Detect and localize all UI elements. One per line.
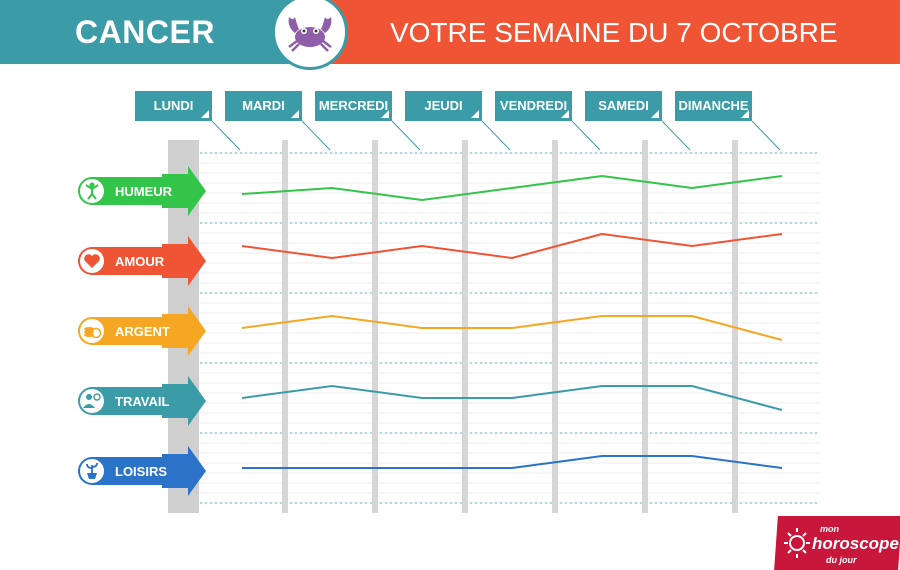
arrow-humeur	[162, 166, 206, 216]
week-title: VOTRE SEMAINE DU 7 OCTOBRE	[390, 17, 838, 48]
coins-icon	[80, 319, 104, 343]
arrow-argent	[162, 306, 206, 356]
day-label-lundi: LUNDI	[135, 91, 212, 121]
person-cheering-icon	[80, 179, 104, 203]
logo-dujour: du jour	[826, 555, 857, 565]
category-argent: ARGENT	[78, 317, 178, 345]
day-connector	[481, 120, 511, 151]
category-label: ARGENT	[115, 324, 170, 339]
sign-name: CANCER	[75, 14, 215, 50]
day-connector	[211, 120, 241, 151]
day-connector	[751, 120, 781, 151]
day-separator	[552, 140, 558, 513]
logo-mon: mon	[820, 524, 839, 534]
arrow-amour	[162, 236, 206, 286]
crab-icon	[288, 17, 332, 52]
series-line-travail	[241, 385, 783, 411]
day-label-mercredi: MERCREDI	[315, 91, 392, 121]
title-banner	[300, 0, 900, 64]
day-connector	[661, 120, 691, 151]
sign-badge	[272, 0, 348, 70]
series-line-humeur	[241, 175, 783, 201]
series-line-argent	[241, 315, 783, 341]
series-line-loisirs	[242, 455, 783, 469]
series-line-amour	[241, 233, 783, 259]
day-connector	[571, 120, 601, 151]
category-travail: TRAVAIL	[78, 387, 178, 415]
worker-icon	[80, 389, 104, 413]
day-connector	[391, 120, 421, 151]
category-label: LOISIRS	[115, 464, 168, 479]
arrow-loisirs	[162, 446, 206, 496]
day-separator	[282, 140, 288, 513]
arrow-travail	[162, 376, 206, 426]
day-separator	[372, 140, 378, 513]
heart-icon	[80, 249, 104, 273]
day-separator	[462, 140, 468, 513]
sign-banner: CANCER	[0, 0, 300, 64]
day-label-jeudi: JEUDI	[405, 91, 482, 121]
plant-icon	[80, 459, 104, 483]
day-separator	[642, 140, 648, 513]
day-label-dimanche: DIMANCHE	[675, 91, 752, 121]
day-label-mardi: MARDI	[225, 91, 302, 121]
category-label: AMOUR	[115, 254, 165, 269]
category-loisirs: LOISIRS	[78, 457, 178, 485]
category-label: TRAVAIL	[115, 394, 170, 409]
day-label-vendredi: VENDREDI	[495, 91, 572, 121]
logo-horoscope: horoscope	[812, 534, 899, 553]
day-connector	[301, 120, 331, 151]
category-label: HUMEUR	[115, 184, 173, 199]
sun-icon	[784, 528, 810, 558]
category-amour: AMOUR	[78, 247, 178, 275]
category-humeur: HUMEUR	[78, 177, 178, 205]
day-label-samedi: SAMEDI	[585, 91, 662, 121]
